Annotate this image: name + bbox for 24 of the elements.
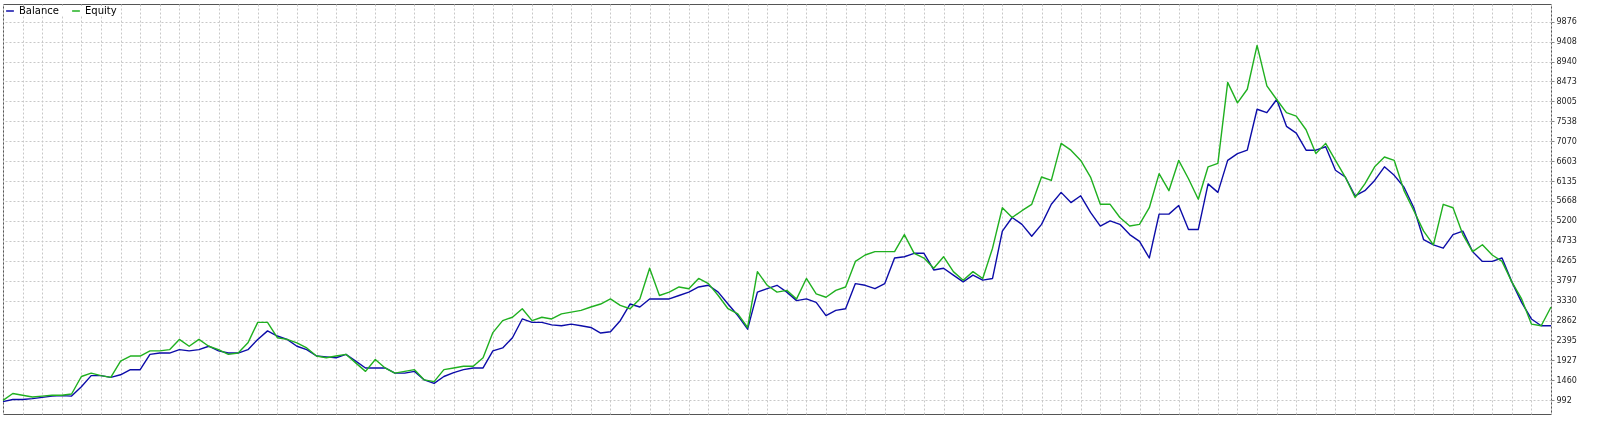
y-tick-label: 6603 — [1556, 156, 1577, 166]
y-tick-label: 5668 — [1556, 196, 1577, 206]
y-tick-label: 9408 — [1556, 37, 1577, 47]
line-series — [2, 98, 1552, 403]
y-tick-label: 1927 — [1556, 355, 1577, 365]
y-tick-label: 992 — [1556, 395, 1572, 405]
y-tick-label: 4733 — [1556, 236, 1577, 246]
y-tick-label: 8940 — [1556, 57, 1577, 67]
y-tick-label: 4265 — [1556, 256, 1577, 266]
y-tick-label: 7538 — [1556, 116, 1577, 126]
y-tick-label: 3797 — [1556, 276, 1577, 286]
y-tick-label: 6135 — [1556, 176, 1577, 186]
y-tick-label: 7070 — [1556, 136, 1577, 146]
y-tick-label: 1460 — [1556, 375, 1577, 385]
y-tick-label: 5200 — [1556, 216, 1577, 226]
y-tick-label: 2395 — [1556, 335, 1577, 345]
legend-label: Balance — [19, 5, 59, 16]
y-tick-label: 9876 — [1556, 17, 1577, 27]
y-tick-label: 8473 — [1556, 76, 1577, 86]
y-tick-label: 8005 — [1556, 96, 1577, 106]
y-tick-label: 2862 — [1556, 316, 1577, 326]
line-series — [2, 44, 1552, 402]
y-tick-label: 3330 — [1556, 296, 1577, 306]
legend-label: Equity — [85, 5, 117, 16]
